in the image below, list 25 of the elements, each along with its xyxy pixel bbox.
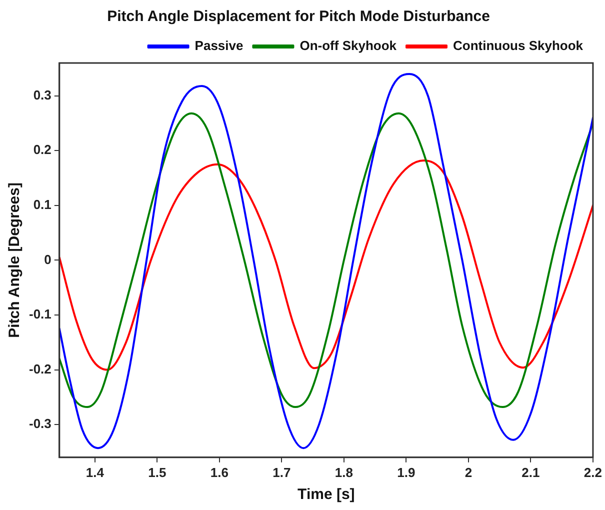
y-tick-label: -0.3	[28, 416, 52, 432]
legend-label: Continuous Skyhook	[453, 38, 584, 54]
x-tick-label: 1.7	[272, 464, 291, 480]
x-tick-label: 2.2	[584, 464, 602, 480]
y-tick-label: -0.1	[28, 306, 52, 322]
x-tick-label: 2.1	[522, 464, 540, 480]
legend-label: Passive	[194, 38, 244, 54]
y-tick-label: 0.1	[33, 197, 52, 212]
x-tick-label: 1.4	[86, 464, 105, 480]
y-tick-label: 0.2	[33, 142, 52, 158]
y-tick-label: -0.2	[28, 361, 52, 376]
x-tick-label: 1.6	[210, 464, 228, 480]
line-series	[59, 160, 593, 371]
x-tick-label: 1.8	[334, 464, 353, 480]
x-tick-label: 1.9	[397, 464, 416, 480]
line-series	[59, 112, 593, 408]
y-tick-label: 0	[44, 252, 52, 267]
y-tick-label: 0.3	[33, 87, 52, 102]
line-series	[59, 72, 593, 450]
x-axis-title: Time [s]	[298, 486, 355, 504]
chart-title: Pitch Angle Displacement for Pitch Mode Disturbance	[107, 8, 490, 26]
x-tick-label: 1.5	[148, 464, 166, 480]
y-axis-title: Pitch Angle [Degrees]	[6, 182, 24, 338]
x-tick-label: 2	[464, 464, 472, 480]
legend-label: On-off Skyhook	[300, 38, 398, 54]
